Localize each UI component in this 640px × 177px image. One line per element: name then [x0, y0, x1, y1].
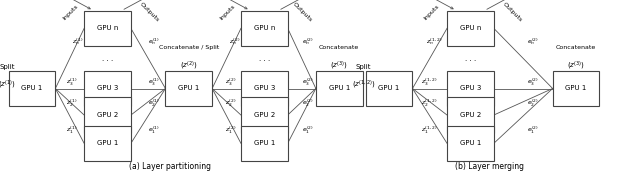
Text: GPU 2: GPU 2 — [460, 112, 481, 118]
Text: . . .: . . . — [102, 56, 113, 62]
Text: $e^{(1)}_2$: $e^{(1)}_2$ — [148, 98, 159, 109]
Text: Outputs: Outputs — [138, 2, 160, 23]
Text: $e^{(2)}_n$: $e^{(2)}_n$ — [527, 36, 539, 47]
Text: $z^{(1,2)}_2$: $z^{(1,2)}_2$ — [420, 98, 437, 109]
Text: GPU 1: GPU 1 — [21, 85, 43, 92]
Text: $z^{(2)}_3$: $z^{(2)}_3$ — [225, 77, 236, 88]
Bar — [84, 11, 131, 46]
Text: GPU 3: GPU 3 — [253, 85, 275, 92]
Text: $e^{(2)}_1$: $e^{(2)}_1$ — [302, 124, 314, 136]
Text: Concatenate / Split: Concatenate / Split — [159, 45, 219, 50]
Text: $z^{(2)}_2$: $z^{(2)}_2$ — [225, 98, 236, 109]
Text: GPU 3: GPU 3 — [97, 85, 118, 92]
Text: GPU 1: GPU 1 — [565, 85, 587, 92]
Text: Split: Split — [356, 64, 371, 70]
Text: $e^{(2)}_3$: $e^{(2)}_3$ — [527, 77, 539, 88]
Text: Inputs: Inputs — [61, 4, 79, 21]
Bar — [165, 71, 212, 106]
Text: $(z^{(3)})$: $(z^{(3)})$ — [567, 59, 585, 72]
Text: GPU 2: GPU 2 — [253, 112, 275, 118]
Text: (a) Layer partitioning: (a) Layer partitioning — [129, 162, 211, 171]
Text: $z^{(2)}_1$: $z^{(2)}_1$ — [225, 124, 236, 136]
Text: GPU n: GPU n — [253, 25, 275, 31]
Text: $z^{(1)}_3$: $z^{(1)}_3$ — [66, 77, 77, 88]
Text: Split: Split — [0, 64, 15, 70]
Text: . . .: . . . — [465, 56, 476, 62]
Text: $(z^{(3)})$: $(z^{(3)})$ — [330, 59, 348, 72]
Bar — [447, 126, 494, 161]
Text: GPU 1: GPU 1 — [178, 85, 200, 92]
Text: $e^{(1)}_3$: $e^{(1)}_3$ — [148, 77, 159, 88]
Bar — [366, 71, 412, 106]
Bar — [241, 11, 288, 46]
Bar — [84, 126, 131, 161]
Bar — [447, 71, 494, 106]
Bar — [447, 97, 494, 133]
Text: GPU 1: GPU 1 — [253, 140, 275, 146]
Text: $e^{(2)}_2$: $e^{(2)}_2$ — [302, 98, 314, 109]
Text: $z^{(1,2)}_3$: $z^{(1,2)}_3$ — [420, 77, 437, 88]
Text: GPU 1: GPU 1 — [378, 85, 400, 92]
Text: Outputs: Outputs — [501, 2, 523, 23]
Bar — [84, 97, 131, 133]
Bar — [241, 71, 288, 106]
Text: $z^{(1,2)}_n$: $z^{(1,2)}_n$ — [426, 36, 442, 47]
Bar — [316, 71, 362, 106]
Bar — [241, 126, 288, 161]
Text: $z^{(1)}_2$: $z^{(1)}_2$ — [66, 98, 77, 109]
Text: $z^{(2)}_n$: $z^{(2)}_n$ — [229, 36, 241, 47]
Text: Concatenate: Concatenate — [556, 45, 596, 50]
Bar — [9, 71, 55, 106]
Text: Outputs: Outputs — [292, 2, 314, 23]
Text: Inputs: Inputs — [218, 4, 236, 21]
Text: (b) Layer merging: (b) Layer merging — [455, 162, 524, 171]
Text: $z^{(1)}_n$: $z^{(1)}_n$ — [72, 36, 84, 47]
Bar — [553, 71, 599, 106]
Text: $z^{(1)}_1$: $z^{(1)}_1$ — [66, 124, 77, 136]
Text: GPU 1: GPU 1 — [97, 140, 118, 146]
Text: $e^{(2)}_1$: $e^{(2)}_1$ — [527, 124, 539, 136]
Text: . . .: . . . — [259, 56, 270, 62]
Text: $(z^{(1)})$: $(z^{(1)})$ — [0, 79, 16, 91]
Text: $e^{(2)}_2$: $e^{(2)}_2$ — [527, 98, 539, 109]
Bar — [447, 11, 494, 46]
Text: $z^{(1,2)}_1$: $z^{(1,2)}_1$ — [420, 124, 437, 136]
Text: GPU 3: GPU 3 — [460, 85, 481, 92]
Text: Inputs: Inputs — [423, 4, 441, 21]
Text: $e^{(2)}_n$: $e^{(2)}_n$ — [302, 36, 314, 47]
Bar — [84, 71, 131, 106]
Text: $e^{(1)}_n$: $e^{(1)}_n$ — [148, 36, 159, 47]
Text: GPU n: GPU n — [460, 25, 481, 31]
Text: Concatenate: Concatenate — [319, 45, 359, 50]
Text: GPU 1: GPU 1 — [328, 85, 350, 92]
Text: GPU 1: GPU 1 — [460, 140, 481, 146]
Text: $e^{(1)}_1$: $e^{(1)}_1$ — [148, 124, 159, 136]
Bar — [241, 97, 288, 133]
Text: $(z^{(1,2)})$: $(z^{(1,2)})$ — [352, 79, 375, 91]
Text: $(z^{(2)})$: $(z^{(2)})$ — [180, 59, 198, 72]
Text: $e^{(2)}_3$: $e^{(2)}_3$ — [302, 77, 314, 88]
Text: GPU 2: GPU 2 — [97, 112, 118, 118]
Text: GPU n: GPU n — [97, 25, 118, 31]
